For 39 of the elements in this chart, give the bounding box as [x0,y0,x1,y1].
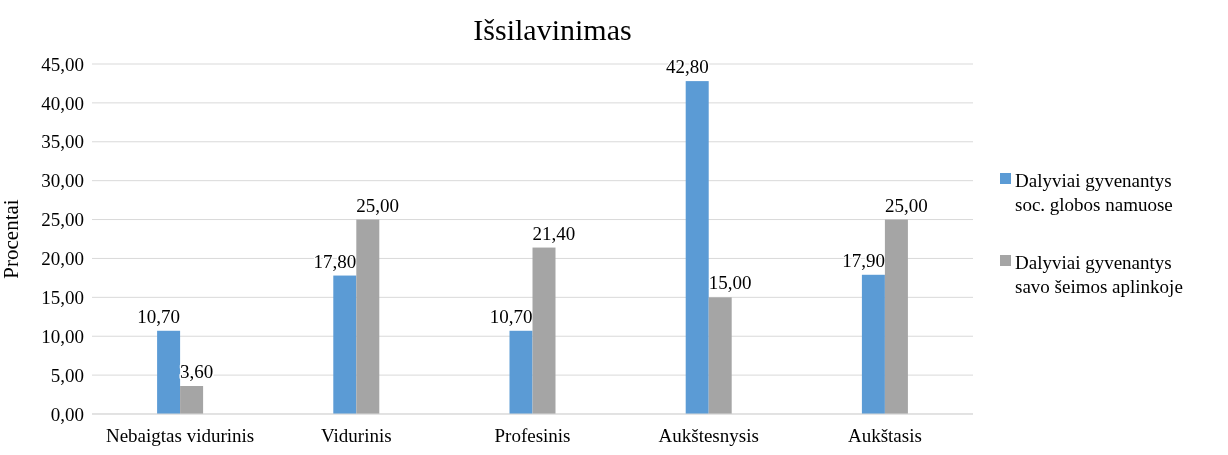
bar [884,219,908,414]
bar [685,81,709,414]
bar [356,219,380,414]
y-axis-title: Procentai [0,199,23,279]
x-tick-label: Aukštesnysis [658,425,759,446]
bar [509,330,533,414]
y-tick-label: 10,00 [41,325,84,347]
y-tick-label: 35,00 [41,131,84,153]
data-label: 3,60 [180,361,214,382]
x-tick-label: Nebaigtas vidurinis [105,425,255,446]
x-tick-label: Profesinis [494,425,571,446]
y-tick-label: 0,00 [50,403,84,425]
data-label: 21,40 [532,222,576,244]
x-tick-label: Aukštasis [847,425,922,446]
x-tick-label: Vidurinis [320,425,392,446]
y-tick-label: 40,00 [41,92,84,114]
bar [708,297,732,414]
bar [180,386,204,414]
data-label: 15,00 [708,272,752,294]
bar [157,330,181,414]
legend-label: Dalyviai gyvenantys savo šeimos aplinkoje [1015,251,1183,298]
data-label: 25,00 [884,194,928,216]
data-label: 25,00 [356,194,400,216]
y-tick-label: 15,00 [41,286,84,308]
y-tick-label: 5,00 [50,364,84,386]
y-tick-label: 30,00 [41,170,84,192]
data-label: 42,80 [665,56,709,78]
chart-title: Išsilavinimas [473,13,632,46]
bar [333,275,357,414]
data-label: 17,90 [842,249,885,271]
data-label: 17,80 [313,250,357,272]
data-label: 10,70 [489,305,533,327]
bar [532,247,556,414]
y-tick-label: 45,00 [41,53,84,75]
legend-label: Dalyviai gyvenantys soc. globos namuose [1015,169,1173,216]
y-tick-label: 25,00 [41,209,84,231]
bar [861,274,885,414]
data-label: 10,70 [137,305,181,327]
y-tick-label: 20,00 [41,248,84,270]
